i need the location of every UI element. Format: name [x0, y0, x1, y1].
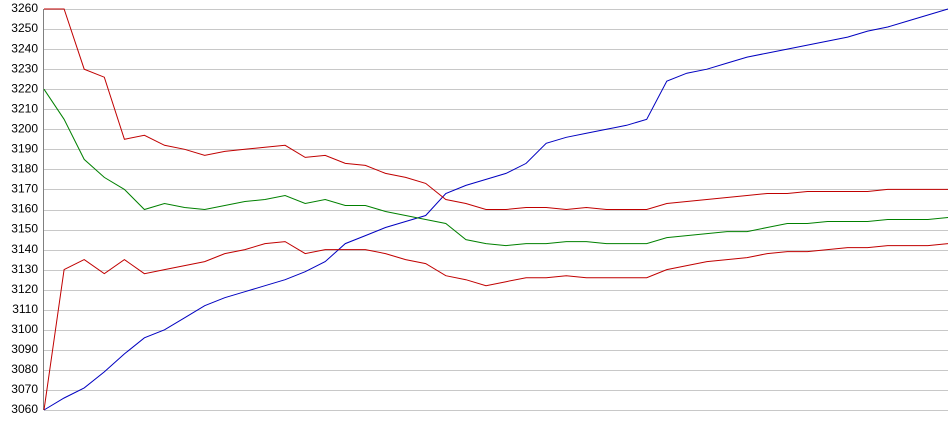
- y-tick-label: 3220: [11, 81, 38, 95]
- y-tick-label: 3140: [11, 242, 38, 256]
- y-tick-label: 3150: [11, 222, 38, 236]
- y-tick-label: 3070: [11, 382, 38, 396]
- line-series: [43, 8, 949, 411]
- y-tick-label: 3210: [11, 101, 38, 115]
- y-tick-label: 3130: [11, 262, 38, 276]
- line-series: [43, 241, 949, 411]
- y-tick-label: 3060: [11, 402, 38, 416]
- line-series: [44, 8, 948, 211]
- y-tick-label: 3200: [11, 121, 38, 135]
- y-tick-label: 3090: [11, 342, 38, 356]
- y-tick-label: 3100: [11, 322, 38, 336]
- y-tick-label: 3260: [11, 1, 38, 15]
- y-tick-label: 3240: [11, 41, 38, 55]
- y-tick-label: 3250: [11, 21, 38, 35]
- y-tick-label: 3170: [11, 182, 38, 196]
- y-tick-label: 3160: [11, 202, 38, 216]
- line-series: [43, 88, 949, 247]
- y-tick-label: 3080: [11, 362, 38, 376]
- y-tick-label: 3120: [11, 282, 38, 296]
- y-tick-label: 3110: [12, 302, 38, 316]
- y-tick-label: 3190: [11, 142, 38, 156]
- y-tick-label: 3230: [11, 61, 38, 75]
- y-tick-label: 3180: [11, 162, 38, 176]
